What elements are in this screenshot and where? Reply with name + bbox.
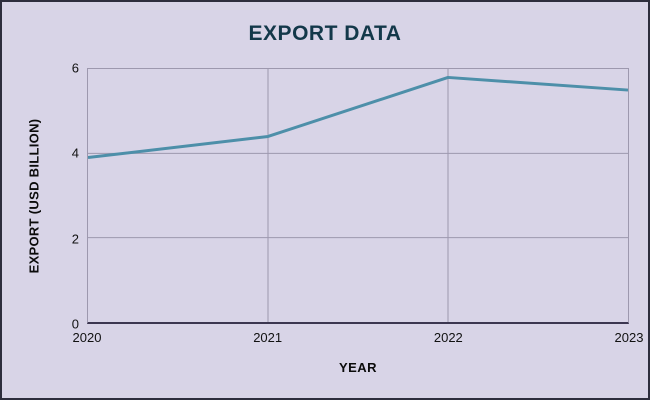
- x-tick-2020: 2020: [72, 330, 102, 345]
- y-tick-0: 0: [71, 316, 79, 332]
- plot-area: [87, 68, 629, 324]
- chart-title: EXPORT DATA: [248, 22, 402, 45]
- y-tick-6: 6: [71, 60, 79, 76]
- x-tick-2021: 2021: [253, 330, 283, 345]
- x-axis-title: YEAR: [338, 360, 378, 375]
- y-tick-2: 2: [71, 231, 79, 247]
- x-tick-2023: 2023: [614, 330, 644, 345]
- y-axis-title: EXPORT (USD BILLION): [26, 118, 42, 274]
- x-tick-2022: 2022: [433, 330, 463, 345]
- y-axis-ticks: 6 4 2 0: [2, 61, 79, 332]
- y-tick-4: 4: [71, 145, 79, 161]
- x-axis-ticks: 2020 2021 2022 2023: [73, 330, 644, 348]
- export-line-chart: [88, 69, 628, 322]
